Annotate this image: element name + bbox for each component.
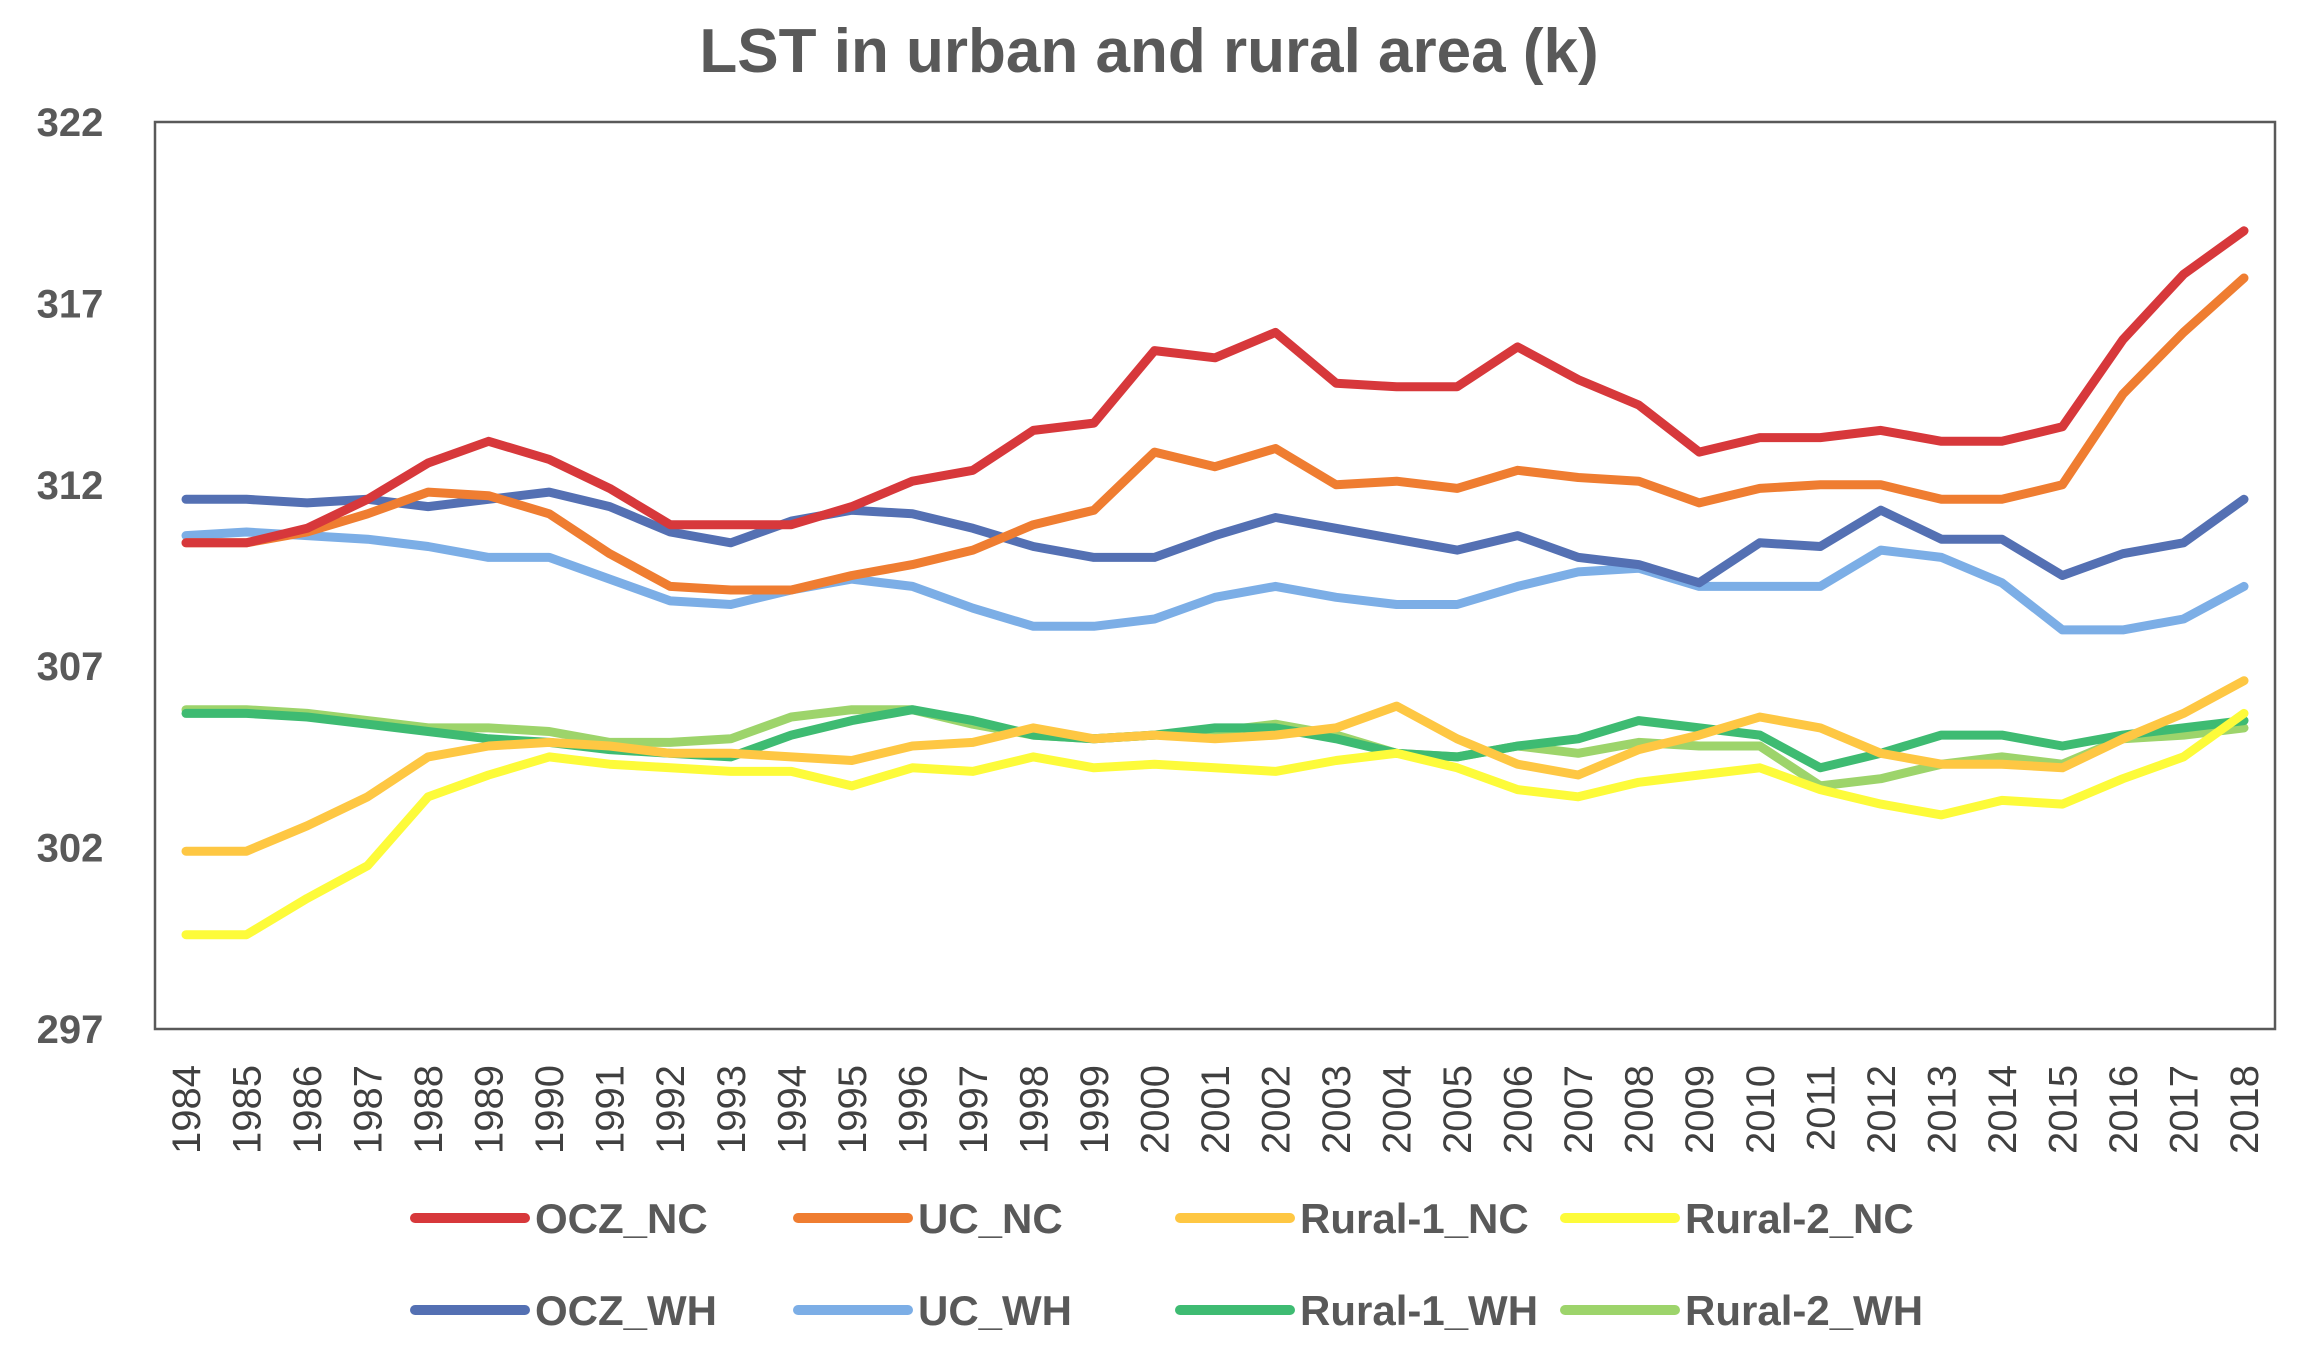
x-tick-label: 1995 <box>831 1065 875 1154</box>
y-tick-label: 307 <box>37 645 104 689</box>
x-tick-label: 1999 <box>1073 1065 1117 1154</box>
x-tick-label: 1988 <box>407 1065 451 1154</box>
x-tick-label: 1986 <box>286 1065 330 1154</box>
x-tick-label: 2011 <box>1799 1065 1843 1151</box>
x-tick-label: 2006 <box>1497 1065 1541 1154</box>
series-lines <box>181 226 2249 940</box>
x-axis-tick-labels: 1984 1985 1986 1987 1988 1989 1990 1991 1992 1993… <box>165 1065 2267 1154</box>
x-tick-label: 2016 <box>2102 1065 2146 1154</box>
y-tick-label: 322 <box>37 101 104 145</box>
series-line-ocz-nc <box>181 226 2249 548</box>
legend-item: Rural-2_NC <box>1560 1195 1914 1242</box>
x-tick-label: 2017 <box>2162 1065 2206 1154</box>
x-tick-label: 1991 <box>589 1065 633 1154</box>
y-tick-label: 312 <box>37 464 104 508</box>
legend-item: Rural-1_WH <box>1175 1287 1538 1334</box>
x-tick-label: 2002 <box>1255 1065 1299 1154</box>
legend-label: UC_NC <box>918 1195 1063 1242</box>
x-tick-label: 1998 <box>1012 1065 1056 1154</box>
legend: OCZ_NC UC_NC Rural-1_NC Rural-2_NC OCZ_WH UC_… <box>410 1195 1923 1334</box>
chart-title: LST in urban and rural area (k) <box>699 17 1598 86</box>
legend-label: OCZ_NC <box>535 1195 708 1242</box>
x-tick-label: 2005 <box>1436 1065 1480 1154</box>
x-tick-label: 2015 <box>2041 1065 2085 1154</box>
legend-item: Rural-2_WH <box>1560 1287 1923 1334</box>
legend-label: OCZ_WH <box>535 1287 717 1334</box>
x-tick-label: 1996 <box>891 1065 935 1154</box>
x-tick-label: 2007 <box>1557 1065 1601 1154</box>
legend-label: UC_WH <box>918 1287 1072 1334</box>
x-tick-label: 2004 <box>1376 1065 1420 1154</box>
plot-area-frame <box>153 120 2277 1031</box>
x-tick-label: 2018 <box>2223 1065 2267 1154</box>
x-tick-label: 2008 <box>1618 1065 1662 1154</box>
x-tick-label: 2000 <box>1133 1065 1177 1154</box>
x-tick-label: 1993 <box>710 1065 754 1154</box>
x-tick-label: 1989 <box>468 1065 512 1154</box>
x-tick-label: 1984 <box>165 1065 209 1154</box>
series-line-ocz-wh <box>181 487 2249 588</box>
y-tick-label: 297 <box>37 1008 104 1052</box>
y-tick-label: 302 <box>37 827 104 871</box>
x-tick-label: 2001 <box>1194 1065 1238 1154</box>
x-tick-label: 1994 <box>770 1065 814 1154</box>
x-tick-label: 2013 <box>1920 1065 1964 1154</box>
x-tick-label: 1985 <box>226 1065 270 1154</box>
series-line-rural-2-nc <box>181 708 2249 940</box>
x-tick-label: 1997 <box>952 1065 996 1154</box>
legend-label: Rural-2_WH <box>1685 1287 1923 1334</box>
series-line-uc-nc <box>181 273 2249 595</box>
legend-item: OCZ_NC <box>410 1195 708 1242</box>
legend-item: Rural-1_NC <box>1175 1195 1529 1242</box>
legend-item: UC_NC <box>793 1195 1063 1242</box>
legend-label: Rural-2_NC <box>1685 1195 1914 1242</box>
y-tick-label: 317 <box>37 282 104 326</box>
x-tick-label: 1992 <box>649 1065 693 1154</box>
series-line-uc-wh <box>181 527 2249 635</box>
legend-item: UC_WH <box>793 1287 1072 1334</box>
x-tick-label: 2014 <box>1981 1065 2025 1154</box>
x-tick-label: 1990 <box>528 1065 572 1154</box>
x-tick-label: 2012 <box>1860 1065 1904 1154</box>
x-tick-label: 2003 <box>1315 1065 1359 1154</box>
y-axis-tick-labels: 297 302 307 312 317 322 <box>37 101 104 1052</box>
x-tick-label: 1987 <box>347 1065 391 1154</box>
legend-item: OCZ_WH <box>410 1287 717 1334</box>
series-line-rural-1-nc <box>181 676 2249 856</box>
x-tick-label: 2009 <box>1678 1065 1722 1154</box>
legend-label: Rural-1_WH <box>1300 1287 1538 1334</box>
x-tick-label: 2010 <box>1739 1065 1783 1154</box>
legend-label: Rural-1_NC <box>1300 1195 1529 1242</box>
